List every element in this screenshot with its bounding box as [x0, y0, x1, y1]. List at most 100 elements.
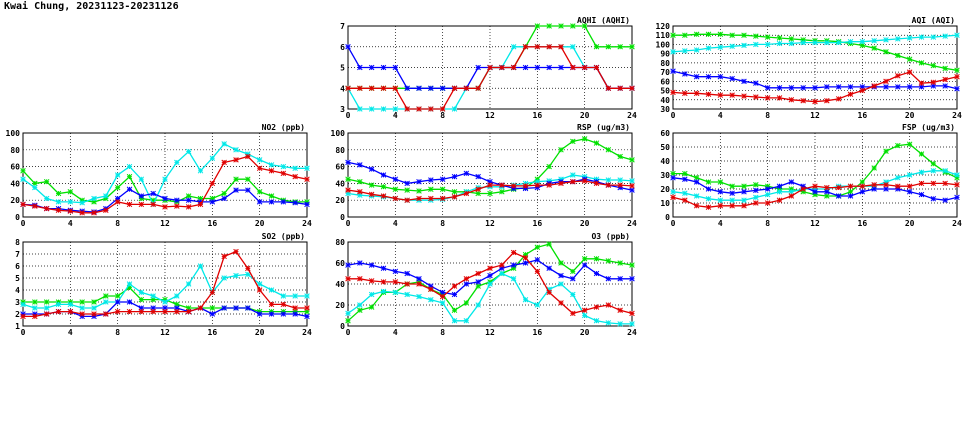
data-point [558, 64, 564, 71]
data-point [581, 262, 588, 268]
data-point [209, 155, 216, 161]
chart-title: FSP (ug/m3) [902, 123, 955, 132]
y-tick-label: 8 [15, 238, 20, 247]
y-tick-label: 100 [656, 40, 671, 49]
data-point [918, 180, 925, 187]
data-point [451, 106, 458, 112]
data-point [682, 176, 688, 182]
data-point [581, 64, 588, 71]
data-point [150, 296, 156, 303]
data-point [185, 308, 192, 315]
data-point [162, 195, 168, 202]
y-tick-label: 7 [340, 22, 345, 31]
y-tick-label: 20 [660, 185, 670, 194]
data-point [522, 296, 529, 303]
data-point [682, 90, 688, 97]
data-point [221, 190, 227, 197]
x-tick-label: 20 [580, 219, 590, 228]
data-point [345, 85, 351, 92]
y-tick-label: 40 [10, 179, 20, 188]
y-tick-label: 20 [335, 301, 345, 310]
data-point [859, 183, 866, 189]
data-point [930, 34, 937, 40]
data-point [209, 311, 216, 317]
data-point [546, 43, 552, 50]
data-point [55, 199, 62, 205]
data-point [764, 41, 771, 48]
x-tick-label: 8 [440, 219, 445, 228]
data-point [126, 299, 133, 305]
data-point [499, 270, 505, 277]
data-point [209, 289, 216, 296]
data-point [741, 78, 747, 85]
data-point [883, 49, 889, 55]
data-point [416, 275, 422, 282]
data-point [345, 262, 351, 268]
data-point [581, 178, 588, 184]
x-tick-label: 24 [302, 328, 312, 337]
data-point [942, 168, 948, 174]
data-point [593, 304, 600, 310]
data-point [439, 106, 446, 112]
data-point [380, 184, 387, 190]
data-point [357, 307, 363, 314]
data-point [764, 95, 771, 101]
data-point [581, 312, 588, 319]
data-point [20, 168, 26, 174]
data-point [847, 193, 854, 199]
data-point [221, 141, 227, 147]
data-point [345, 317, 351, 324]
data-point [670, 175, 676, 181]
chart-title: NO2 (ppb) [262, 123, 305, 132]
data-point [345, 159, 351, 166]
data-point [67, 189, 74, 195]
data-point [629, 183, 635, 189]
y-tick-label: 6 [340, 43, 345, 52]
data-point [942, 33, 948, 39]
data-point [918, 80, 925, 86]
data-point [918, 34, 925, 40]
data-point [43, 178, 50, 185]
data-point [392, 106, 399, 112]
x-tick-label: 20 [905, 219, 915, 228]
data-point [416, 195, 422, 202]
data-point [800, 97, 806, 104]
x-tick-label: 0 [21, 219, 26, 228]
data-point [357, 260, 363, 266]
data-point [280, 311, 287, 317]
data-point [871, 182, 877, 188]
data-point [416, 188, 422, 194]
data-point [138, 201, 145, 208]
data-point [617, 85, 623, 92]
data-point [368, 85, 375, 92]
data-point [717, 44, 724, 50]
data-point [593, 64, 600, 71]
data-point [345, 275, 351, 282]
data-point [392, 186, 399, 193]
data-point [558, 23, 564, 29]
data-point [534, 23, 541, 29]
data-point [292, 173, 298, 180]
data-point [245, 265, 251, 272]
data-point [906, 56, 913, 62]
data-point [103, 193, 109, 199]
data-point [629, 262, 635, 268]
data-point [475, 302, 481, 308]
data-point [883, 84, 889, 90]
data-point [428, 177, 434, 183]
data-point [404, 187, 410, 193]
data-point [570, 275, 576, 282]
data-point [79, 210, 85, 216]
y-tick-label: 5 [15, 274, 20, 283]
chart-aqhi: AQHI (AQHI) 3 4 5 6 7 0 4 8 12 16 20 24 [340, 16, 637, 120]
data-point [847, 91, 854, 97]
x-tick-label: 12 [160, 328, 170, 337]
data-point [682, 32, 688, 38]
data-point [280, 170, 287, 177]
data-point [906, 189, 913, 195]
y-tick-label: 30 [660, 105, 670, 114]
data-point [43, 299, 50, 305]
data-point [499, 182, 505, 188]
